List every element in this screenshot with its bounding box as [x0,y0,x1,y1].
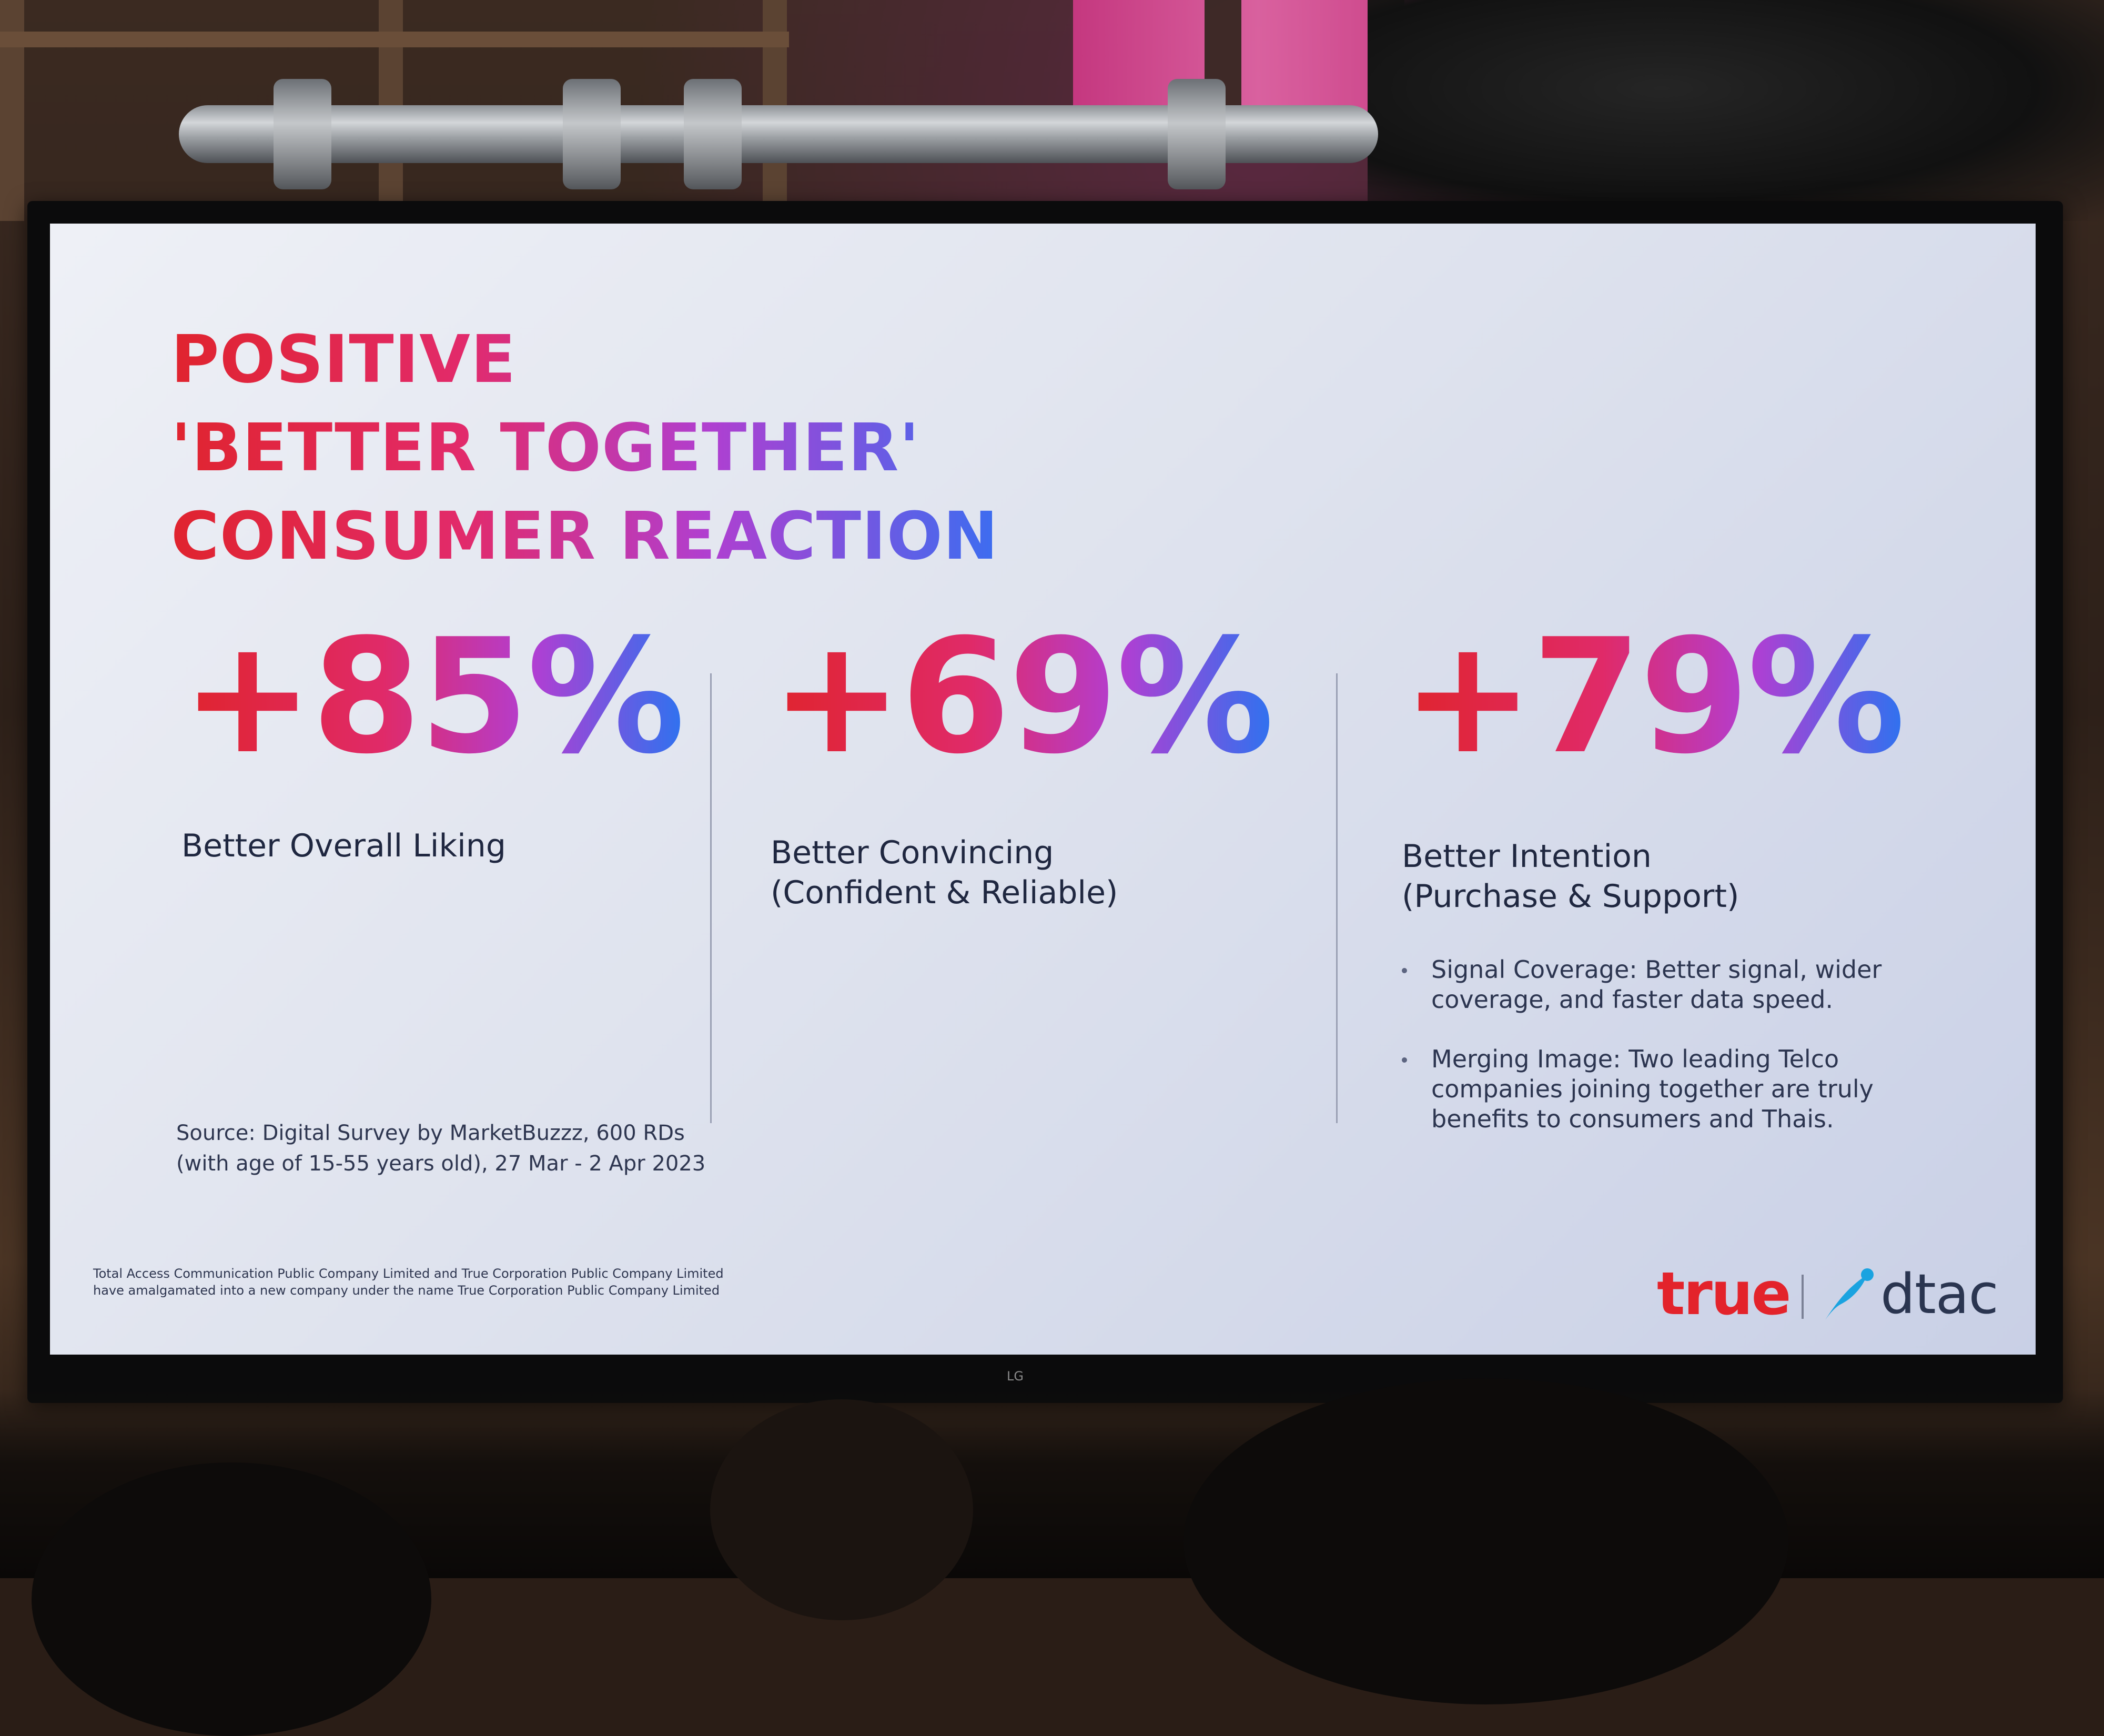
stat-label-intention: Better Intention (Purchase & Support) [1402,836,1739,916]
pipe-clamp [274,79,331,189]
bullet-line: Merging Image: Two leading Telco [1431,1045,1839,1073]
stat-label-line: Better Intention [1402,838,1652,875]
tv-brand-logo: LG [1007,1369,1024,1384]
camera-rig-silhouette [1368,0,2104,221]
fineprint-line: Total Access Communication Public Compan… [93,1266,724,1281]
stat-value-convincing: +69% [771,605,1274,789]
bullet-merging-image: Merging Image: Two leading Telco compani… [1402,1044,1928,1134]
logo-separator [1802,1275,1804,1319]
bullet-dot-icon [1402,968,1407,973]
source-line: Source: Digital Survey by MarketBuzzz, 6… [176,1121,685,1145]
stat-label-line: (Purchase & Support) [1402,878,1739,915]
bullet-dot-icon [1402,1057,1407,1063]
fineprint-line: have amalgamated into a new company unde… [93,1283,720,1298]
stat-label-line: (Confident & Reliable) [771,874,1118,911]
slide-title-line: CONSUMER REACTION [171,498,999,574]
stat-label-convincing: Better Convincing (Confident & Reliable) [771,833,1118,913]
audience-head [1184,1378,1788,1704]
audience-head [32,1462,431,1736]
stat-value-intention: +79% [1402,605,1905,789]
dtac-droplet-icon [1825,1268,1874,1320]
intention-bullet-list: Signal Coverage: Better signal, wider co… [1402,955,1928,1164]
stat-label-line: Better Overall Liking [181,827,506,864]
slide-title: POSITIVE 'BETTER TOGETHER' CONSUMER REAC… [171,316,998,581]
bullet-signal-coverage: Signal Coverage: Better signal, wider co… [1402,955,1928,1015]
pipe-clamp [1168,79,1226,189]
source-line: (with age of 15-55 years old), 27 Mar - … [176,1152,706,1176]
column-divider [710,673,712,1123]
bullet-line: benefits to consumers and Thais. [1431,1105,1834,1133]
pipe-clamp [563,79,621,189]
true-wordmark: true [1657,1260,1791,1328]
slide-title-line: 'BETTER TOGETHER' [171,410,920,486]
column-divider [1336,673,1338,1123]
pipe-clamp [684,79,742,189]
bullet-line: coverage, and faster data speed. [1431,985,1834,1014]
legal-fineprint: Total Access Communication Public Compan… [93,1265,724,1299]
stat-value-overall-liking: +85% [181,605,685,789]
presenter-hands [710,1399,973,1620]
wood-shelf-board [0,32,789,47]
slide-title-line: POSITIVE [171,321,517,398]
dtac-wordmark: dtac [1880,1262,1999,1326]
stat-label-overall-liking: Better Overall Liking [181,826,506,866]
survey-source-note: Source: Digital Survey by MarketBuzzz, 6… [176,1118,705,1179]
stat-label-line: Better Convincing [771,834,1054,871]
bullet-line: Signal Coverage: Better signal, wider [1431,955,1882,984]
presentation-slide: POSITIVE 'BETTER TOGETHER' CONSUMER REAC… [50,224,2036,1355]
bullet-line: companies joining together are truly [1431,1075,1874,1103]
